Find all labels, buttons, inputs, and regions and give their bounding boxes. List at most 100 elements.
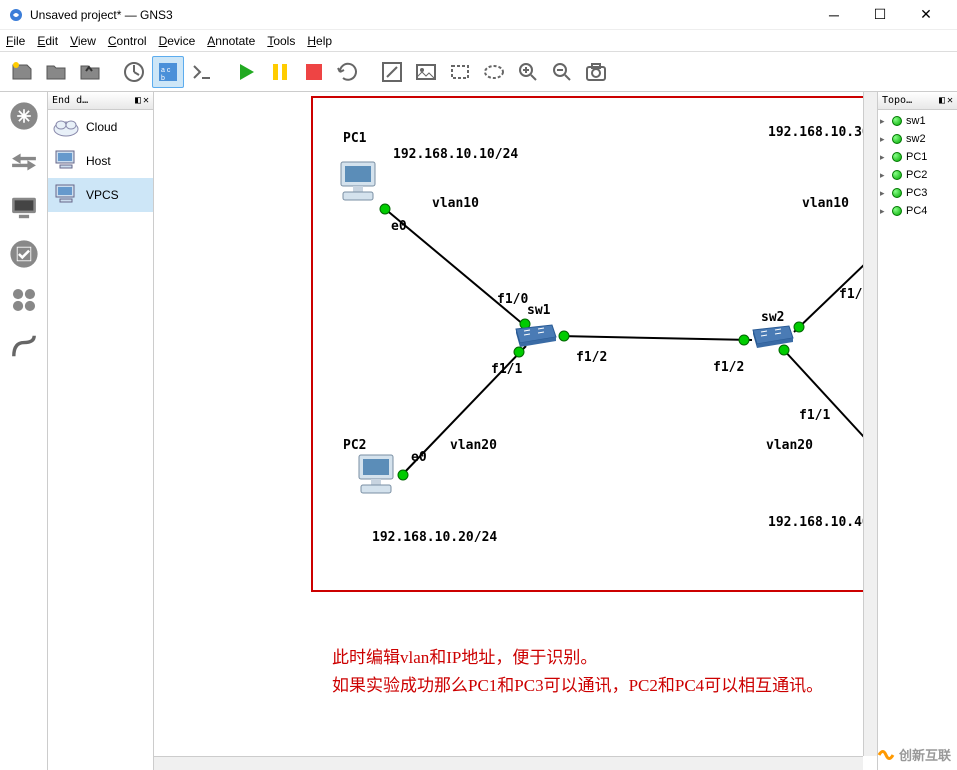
devices-panel-header: End d… ◧ ✕ [48, 92, 153, 110]
status-dot-icon [892, 206, 902, 216]
label-f12_l: f1/2 [576, 350, 607, 365]
node-pc2[interactable] [353, 451, 403, 501]
reload-button[interactable] [332, 56, 364, 88]
routers-category[interactable] [4, 96, 44, 136]
security-category[interactable] [4, 234, 44, 274]
expand-icon: ▸ [880, 116, 888, 127]
topology-summary-panel: Topo… ◧ ✕ ▸sw1▸sw2▸PC1▸PC2▸PC3▸PC4 [877, 92, 957, 770]
rectangle-button[interactable] [444, 56, 476, 88]
label-sw2_label: sw2 [761, 310, 784, 325]
zoom-out-button[interactable] [546, 56, 578, 88]
device-host[interactable]: Host [48, 144, 153, 178]
label-vlan10_l: vlan10 [432, 196, 479, 211]
stop-button[interactable] [298, 56, 330, 88]
device-cloud[interactable]: Cloud [48, 110, 153, 144]
label-pc3_ip: 192.168.10.30/24 [768, 125, 877, 140]
annotate-button[interactable] [376, 56, 408, 88]
menu-file[interactable]: File [6, 34, 25, 48]
panel-float-icon[interactable]: ◧ [939, 95, 945, 106]
menu-device[interactable]: Device [159, 34, 196, 48]
topo-item-PC3[interactable]: ▸ PC3 [880, 184, 955, 202]
image-button[interactable] [410, 56, 442, 88]
toolbar: a cb [0, 52, 957, 92]
horizontal-scrollbar[interactable] [154, 756, 863, 770]
status-dot-icon [892, 152, 902, 162]
topo-item-PC1[interactable]: ▸ PC1 [880, 148, 955, 166]
topo-item-PC2[interactable]: ▸PC2 [880, 166, 955, 184]
topo-item-label: PC4 [906, 205, 927, 217]
pause-button[interactable] [264, 56, 296, 88]
save-project-button[interactable] [74, 56, 106, 88]
expand-icon: ▸ [880, 152, 888, 163]
device-label: Host [86, 154, 111, 168]
label-f11_r: f1/1 [799, 408, 830, 423]
topology-canvas[interactable]: PC1192.168.10.10/24PC2192.168.10.20/24PC… [154, 92, 877, 770]
maximize-button[interactable]: ☐ [857, 0, 903, 30]
device-label: VPCS [86, 188, 119, 202]
close-button[interactable]: ✕ [903, 0, 949, 30]
topo-item-PC4[interactable]: ▸ PC4 [880, 202, 955, 220]
label-e0_p2: e0 [411, 450, 427, 465]
new-project-button[interactable] [6, 56, 38, 88]
show-labels-button[interactable]: a cb [152, 56, 184, 88]
link-tool[interactable] [4, 326, 44, 366]
label-vlan20_l: vlan20 [450, 438, 497, 453]
menu-annotate[interactable]: Annotate [207, 34, 255, 48]
expand-icon: ▸ [880, 188, 888, 199]
label-pc4_ip: 192.168.10.40/24 [768, 515, 877, 530]
svg-text:a c: a c [161, 67, 171, 74]
label-pc2_label: PC2 [343, 438, 366, 453]
topo-item-label: sw1 [906, 115, 926, 127]
label-pc1_ip: 192.168.10.10/24 [393, 147, 518, 162]
device-vpcs[interactable]: VPCS [48, 178, 153, 212]
menu-view[interactable]: View [70, 34, 96, 48]
expand-icon: ▸ [880, 206, 888, 217]
vertical-scrollbar[interactable] [863, 92, 877, 756]
end-devices-category[interactable] [4, 188, 44, 228]
menu-control[interactable]: Control [108, 34, 147, 48]
panel-float-icon[interactable]: ◧ [135, 95, 141, 106]
label-vlan20_r: vlan20 [766, 438, 813, 453]
all-devices-category[interactable] [4, 280, 44, 320]
label-f11_l: f1/1 [491, 362, 522, 377]
label-f10_l: f1/0 [497, 292, 528, 307]
minimize-button[interactable]: ─ [811, 0, 857, 30]
svg-text:b: b [161, 75, 165, 82]
status-dot-icon [892, 170, 902, 180]
menubar: File Edit View Control Device Annotate T… [0, 30, 957, 52]
switches-category[interactable] [4, 142, 44, 182]
panel-close-icon[interactable]: ✕ [947, 95, 953, 106]
topo-item-sw2[interactable]: ▸sw2 [880, 130, 955, 148]
label-pc1_label: PC1 [343, 131, 366, 146]
topo-panel-title: Topo… [882, 95, 912, 106]
start-button[interactable] [230, 56, 262, 88]
ellipse-button[interactable] [478, 56, 510, 88]
open-project-button[interactable] [40, 56, 72, 88]
status-dot-icon [892, 116, 902, 126]
device-category-bar [0, 92, 48, 770]
topo-item-label: PC3 [906, 187, 927, 199]
menu-help[interactable]: Help [307, 34, 332, 48]
titlebar: Unsaved project* — GNS3 ─ ☐ ✕ [0, 0, 957, 30]
annotation-line1: 此时编辑vlan和IP地址，便于识别。 [332, 644, 597, 671]
snapshot-button[interactable] [118, 56, 150, 88]
annotation-line2: 如果实验成功那么PC1和PC3可以通讯，PC2和PC4可以相互通讯。 [332, 672, 823, 699]
menu-tools[interactable]: Tools [267, 34, 295, 48]
app-icon [8, 7, 24, 23]
label-vlan10_r: vlan10 [802, 196, 849, 211]
topo-item-sw1[interactable]: ▸ sw1 [880, 112, 955, 130]
node-sw1[interactable] [512, 321, 560, 347]
menu-edit[interactable]: Edit [37, 34, 58, 48]
node-sw2[interactable] [749, 322, 797, 348]
expand-icon: ▸ [880, 134, 888, 145]
screenshot-button[interactable] [580, 56, 612, 88]
window-title: Unsaved project* — GNS3 [30, 8, 811, 22]
topo-item-label: PC1 [906, 151, 927, 163]
zoom-in-button[interactable] [512, 56, 544, 88]
device-label: Cloud [86, 120, 117, 134]
panel-close-icon[interactable]: ✕ [143, 95, 149, 106]
console-button[interactable] [186, 56, 218, 88]
node-pc1[interactable] [335, 158, 385, 208]
devices-panel: End d… ◧ ✕ Cloud Host VPCS [48, 92, 154, 770]
devices-panel-title: End d… [52, 95, 88, 106]
